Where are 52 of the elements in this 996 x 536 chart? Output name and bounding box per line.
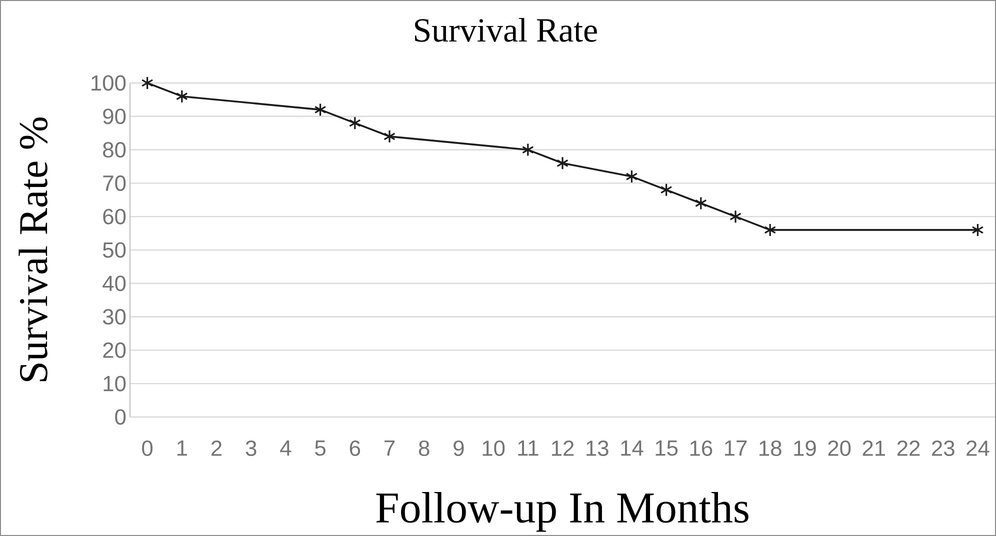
point (972, 223, 984, 237)
y-axis-title: Survival Rate % (18, 118, 48, 382)
y-tick-label: 100 (92, 75, 126, 91)
chart-title: Survival Rate (415, 18, 597, 42)
y-tick-label: 10 (104, 376, 126, 392)
x-tick-label: 8 (418, 440, 430, 456)
x-axis-title: Follow-up In Months (376, 492, 748, 532)
point (730, 210, 742, 224)
y-tick-label: 70 (103, 175, 126, 191)
x-tick-label: 1 (177, 440, 187, 456)
x-tick-label: 22 (897, 440, 920, 456)
point (694, 196, 707, 210)
x-tick-label: 19 (794, 440, 816, 456)
x-tick-label: 6 (350, 440, 360, 456)
x-tick-label: 5 (315, 440, 326, 456)
x-tick-label: 11 (518, 440, 538, 456)
x-tick-label: 24 (966, 440, 990, 456)
point (626, 170, 638, 184)
x-tick-label: 17 (724, 440, 747, 456)
point (348, 116, 361, 130)
y-tick-label: 0 (115, 409, 126, 425)
y-tick-label: 30 (102, 309, 126, 325)
point (660, 183, 672, 197)
x-tick-label: 3 (246, 440, 256, 456)
y-tick-label: 20 (103, 342, 126, 358)
point (141, 76, 154, 90)
point (522, 142, 534, 157)
x-tick-label: 0 (142, 440, 153, 456)
x-tick-label: 21 (862, 440, 886, 456)
x-tick-label: 15 (656, 440, 678, 456)
y-tick-label: 60 (103, 208, 126, 224)
y-tick-label: 40 (102, 276, 126, 292)
y-tick-label: 90 (103, 108, 126, 124)
x-tick-label: 13 (586, 440, 608, 456)
x-tick-label: 9 (454, 440, 464, 456)
x-tick-label: 4 (280, 440, 292, 456)
point (556, 156, 569, 170)
point (314, 102, 326, 117)
x-tick-label: 18 (760, 440, 782, 456)
x-tick-label: 12 (552, 440, 574, 456)
x-tick-label: 10 (482, 440, 505, 456)
point (384, 130, 396, 144)
x-tick-label: 2 (212, 440, 222, 456)
x-tick-label: 20 (828, 440, 851, 456)
point (764, 223, 776, 237)
point (176, 90, 188, 104)
x-tick-label: 14 (621, 440, 644, 456)
x-tick-label: 23 (932, 440, 954, 456)
y-tick-label: 50 (102, 242, 126, 258)
y-tick-label: 80 (103, 142, 126, 158)
x-tick-label: 7 (384, 440, 395, 456)
x-tick-label: 16 (690, 440, 712, 456)
